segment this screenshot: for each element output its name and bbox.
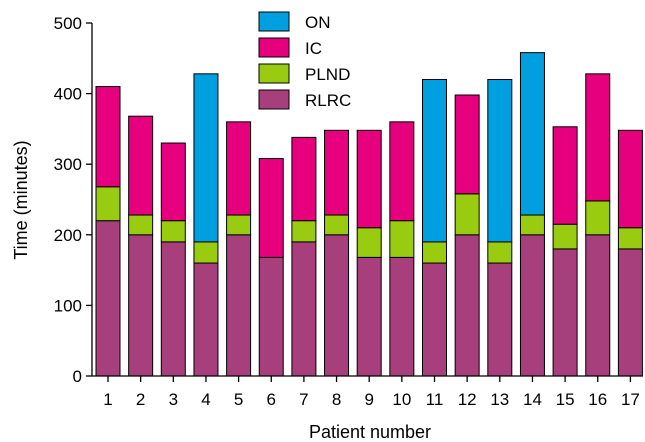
bar-ic-patient-9 bbox=[356, 129, 382, 229]
bar-rlrc-patient-15 bbox=[552, 248, 578, 377]
y-tick-label-500: 500 bbox=[54, 14, 82, 33]
bar-plnd-patient-5 bbox=[226, 214, 252, 236]
bar-ic-patient-8 bbox=[324, 129, 350, 216]
bar-rlrc-patient-3 bbox=[160, 241, 186, 377]
y-tick-label-0: 0 bbox=[73, 367, 82, 386]
bar-on-patient-4 bbox=[193, 73, 219, 243]
bar-ic-patient-6 bbox=[258, 158, 284, 258]
bar-ic-patient-2 bbox=[128, 115, 154, 216]
bars-group bbox=[95, 52, 643, 377]
x-tick-label-13: 13 bbox=[490, 390, 509, 409]
bar-rlrc-patient-2 bbox=[128, 234, 154, 377]
bar-on-patient-14 bbox=[519, 52, 545, 216]
x-tick-label-17: 17 bbox=[621, 390, 640, 409]
bar-rlrc-patient-13 bbox=[487, 262, 513, 377]
bar-rlrc-patient-14 bbox=[519, 234, 545, 377]
bar-ic-patient-15 bbox=[552, 126, 578, 225]
legend-label-ic: IC bbox=[305, 39, 322, 58]
bar-rlrc-patient-11 bbox=[422, 262, 447, 377]
x-tick-label-8: 8 bbox=[332, 390, 341, 409]
bar-ic-patient-3 bbox=[160, 142, 186, 222]
bar-on-patient-13 bbox=[487, 78, 513, 243]
bar-plnd-patient-10 bbox=[389, 220, 415, 258]
bar-ic-patient-1 bbox=[95, 86, 121, 188]
x-tick-label-14: 14 bbox=[523, 390, 542, 409]
bar-rlrc-patient-7 bbox=[291, 241, 317, 377]
x-tick-label-6: 6 bbox=[267, 390, 276, 409]
bar-rlrc-patient-10 bbox=[389, 256, 415, 377]
y-tick-label-400: 400 bbox=[54, 85, 82, 104]
bar-rlrc-patient-9 bbox=[356, 256, 382, 377]
bar-plnd-patient-8 bbox=[324, 214, 350, 236]
y-tick-label-100: 100 bbox=[54, 296, 82, 315]
bar-plnd-patient-15 bbox=[552, 223, 578, 250]
legend-swatch-on bbox=[258, 11, 290, 32]
y-tick-label-200: 200 bbox=[54, 226, 82, 245]
x-tick-label-1: 1 bbox=[103, 390, 112, 409]
y-tick-label-300: 300 bbox=[54, 155, 82, 174]
bar-rlrc-patient-8 bbox=[324, 234, 350, 377]
x-axis-label: Patient number bbox=[309, 422, 431, 442]
bar-plnd-patient-16 bbox=[585, 200, 611, 236]
bar-plnd-patient-12 bbox=[454, 193, 480, 236]
x-tick-label-10: 10 bbox=[392, 390, 411, 409]
legend-label-rlrc: RLRC bbox=[305, 91, 351, 110]
bar-plnd-patient-17 bbox=[617, 227, 643, 250]
legend-label-on: ON bbox=[305, 13, 331, 32]
bar-rlrc-patient-12 bbox=[454, 234, 480, 377]
bar-ic-patient-5 bbox=[226, 121, 252, 216]
bar-rlrc-patient-17 bbox=[617, 248, 643, 377]
x-tick-label-5: 5 bbox=[234, 390, 243, 409]
x-tick-label-2: 2 bbox=[136, 390, 145, 409]
bar-plnd-patient-11 bbox=[422, 241, 447, 264]
bar-rlrc-patient-5 bbox=[226, 234, 252, 377]
bar-rlrc-patient-4 bbox=[193, 262, 219, 377]
x-tick-label-15: 15 bbox=[556, 390, 575, 409]
x-tick-label-11: 11 bbox=[426, 390, 444, 409]
bar-on-patient-11 bbox=[422, 78, 447, 243]
x-tick-label-7: 7 bbox=[299, 390, 308, 409]
bar-plnd-patient-7 bbox=[291, 220, 317, 243]
bar-ic-patient-17 bbox=[617, 129, 643, 229]
bar-ic-patient-10 bbox=[389, 121, 415, 222]
x-tick-label-9: 9 bbox=[364, 390, 373, 409]
bar-rlrc-patient-16 bbox=[585, 234, 611, 377]
bar-plnd-patient-9 bbox=[356, 227, 382, 258]
bar-plnd-patient-4 bbox=[193, 241, 219, 264]
legend: ON IC PLND RLRC bbox=[258, 11, 351, 110]
legend-label-plnd: PLND bbox=[305, 65, 350, 84]
bar-plnd-patient-1 bbox=[95, 186, 121, 222]
legend-swatch-ic bbox=[258, 37, 290, 58]
bar-plnd-patient-13 bbox=[487, 241, 513, 264]
bar-plnd-patient-14 bbox=[519, 214, 545, 236]
x-tick-label-4: 4 bbox=[201, 390, 210, 409]
x-tick-label-16: 16 bbox=[588, 390, 607, 409]
bar-rlrc-patient-6 bbox=[258, 256, 284, 377]
bar-ic-patient-7 bbox=[291, 136, 317, 222]
legend-swatch-rlrc bbox=[258, 89, 290, 110]
bar-ic-patient-16 bbox=[585, 73, 611, 202]
legend-swatch-plnd bbox=[258, 63, 290, 84]
x-tick-label-12: 12 bbox=[458, 390, 477, 409]
bar-rlrc-patient-1 bbox=[95, 220, 121, 377]
bar-ic-patient-12 bbox=[454, 94, 480, 195]
bar-plnd-patient-2 bbox=[128, 214, 154, 236]
x-tick-label-3: 3 bbox=[169, 390, 178, 409]
bar-plnd-patient-3 bbox=[160, 220, 186, 243]
y-axis-label: Time (minutes) bbox=[11, 140, 31, 259]
